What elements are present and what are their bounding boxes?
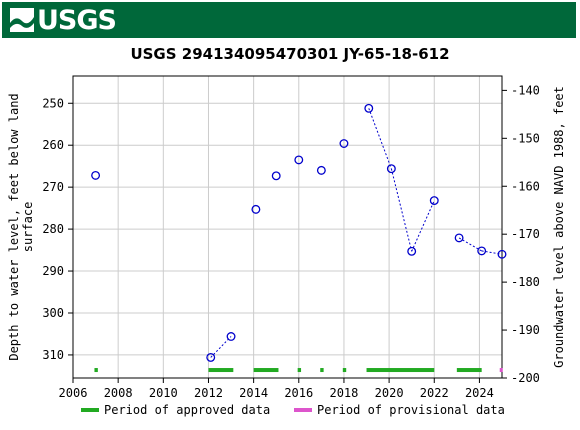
approved-period-bar	[253, 368, 279, 373]
data-point	[454, 233, 464, 243]
x-tick-label: 2012	[194, 386, 223, 400]
y-left-tick-label: 310	[42, 348, 64, 362]
legend-approved-swatch	[81, 408, 99, 412]
approved-period-bar	[208, 368, 234, 373]
y-left-axis-label-line: surface	[21, 202, 35, 253]
x-tick-label: 2022	[420, 386, 449, 400]
y-right-tick-label: -170	[511, 227, 540, 241]
data-point	[386, 164, 396, 174]
series-connector	[390, 168, 413, 252]
x-tick-label: 2010	[149, 386, 178, 400]
data-point	[316, 165, 326, 175]
x-tick-label: 2024	[465, 386, 494, 400]
data-point	[477, 246, 487, 256]
y-left-tick-label: 280	[42, 222, 64, 236]
y-left-axis-label-line: Depth to water level, feet below land	[7, 93, 21, 360]
data-point	[429, 196, 439, 206]
y-left-tick-label: 260	[42, 138, 64, 152]
y-left-tick-label: 270	[42, 180, 64, 194]
x-tick-label: 2018	[329, 386, 358, 400]
y-right-tick-label: -180	[511, 275, 540, 289]
legend-approved-label: Period of approved data	[104, 403, 270, 417]
data-point	[364, 103, 374, 113]
y-right-tick-label: -150	[511, 131, 540, 145]
approved-period-bar	[94, 368, 98, 373]
approved-period-bar	[366, 368, 435, 373]
x-tick-label: 2016	[284, 386, 313, 400]
y-left-axis-label: Depth to water level, feet below landsur…	[7, 93, 35, 360]
y-right-tick-label: -140	[511, 83, 540, 97]
series-connector	[368, 108, 392, 169]
y-right-tick-label: -200	[511, 371, 540, 385]
series-connector	[411, 200, 435, 252]
plot-frame	[72, 75, 503, 379]
data-point	[271, 171, 281, 181]
data-point	[91, 170, 101, 180]
legend-provisional-swatch	[294, 408, 312, 412]
approved-period-bar	[320, 368, 324, 373]
data-point	[294, 155, 304, 165]
y-right-tick-label: -190	[511, 323, 540, 337]
data-point	[226, 332, 236, 341]
legend-provisional-label: Period of provisional data	[317, 403, 505, 417]
approved-period-bar	[297, 368, 302, 373]
data-point	[251, 204, 261, 214]
x-tick-label: 2008	[104, 386, 133, 400]
y-left-tick-label: 300	[42, 306, 64, 320]
usgs-banner: USGS	[2, 2, 576, 38]
usgs-logo: USGS	[10, 4, 117, 36]
data-point	[339, 139, 349, 148]
approved-period-bar	[342, 368, 347, 373]
y-right-tick-label: -160	[511, 179, 540, 193]
data-point	[497, 249, 507, 259]
y-left-tick-label: 250	[42, 96, 64, 110]
usgs-logo-text: USGS	[37, 4, 117, 36]
data-point	[206, 352, 216, 362]
approved-period-bar	[456, 368, 482, 373]
x-tick-label: 2020	[375, 386, 404, 400]
provisional-period-bar	[499, 368, 503, 373]
series-connector	[210, 336, 232, 358]
y-left-tick-label: 290	[42, 264, 64, 278]
x-tick-label: 2006	[59, 386, 88, 400]
x-tick-label: 2014	[239, 386, 268, 400]
data-point	[407, 246, 417, 256]
y-right-axis-label: Groundwater level above NAVD 1988, feet	[552, 86, 566, 368]
chart-title: USGS 294134095470301 JY-65-18-612	[130, 45, 449, 63]
usgs-wave-icon	[10, 8, 34, 32]
